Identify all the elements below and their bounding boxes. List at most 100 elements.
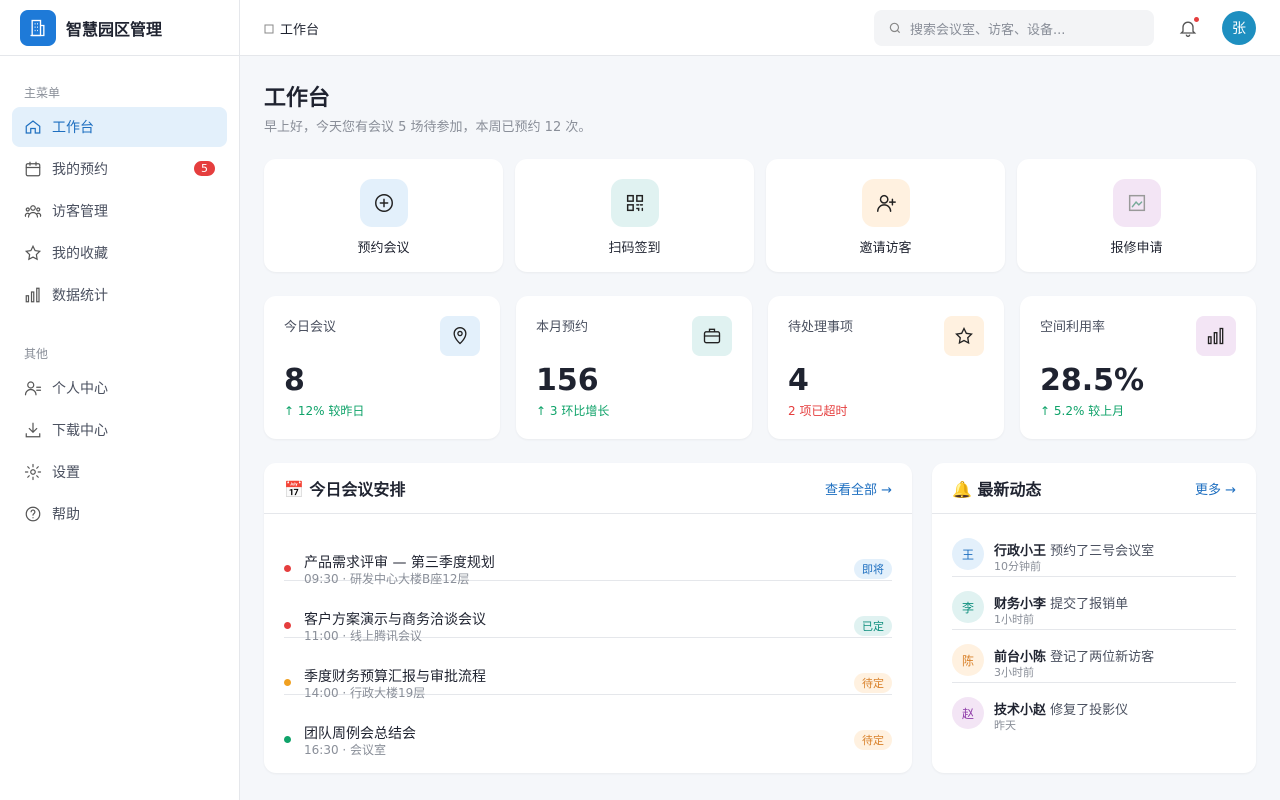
stat-card: 待处理事项 4 2 项已超时 — [768, 296, 1004, 439]
activity-name: 前台小陈 — [994, 650, 1047, 665]
schedule-title: 客户方案演示与商务洽谈会议 — [304, 612, 486, 628]
nav-item[interactable]: 下载中心 — [12, 410, 227, 450]
status-dot — [284, 736, 291, 743]
panel-header: 📅 今日会议安排 查看全部 → — [264, 463, 912, 514]
search-box[interactable]: 搜索会议室、访客、设备... — [874, 10, 1154, 46]
topbar: 工作台 搜索会议室、访客、设备... 张 — [240, 0, 1280, 56]
quick-action-icon — [1112, 179, 1161, 227]
quick-action-label: 报修申请 — [1110, 241, 1163, 256]
brand-name: 智慧园区管理 — [66, 19, 163, 39]
notification-bell[interactable] — [1178, 18, 1198, 38]
nav-item[interactable]: 我的预约 5 — [12, 149, 227, 189]
quick-action[interactable]: 扫码签到 — [515, 159, 754, 272]
user-avatar[interactable]: 张 — [1222, 11, 1256, 45]
nav-item[interactable]: 访客管理 — [12, 191, 227, 231]
page-title: 工作台 — [264, 86, 331, 111]
stats: 今日会议 8 ↑ 12% 较昨日 本月预约 156 ↑ 3 环比增长 待处理事项 4 2 项已超… — [264, 296, 1256, 439]
stat-value: 28.5% — [1040, 363, 1145, 398]
activity-item: 陈前台小陈 登记了两位新访客 3小时前 — [952, 630, 1236, 683]
nav-label: 帮助 — [52, 507, 80, 523]
breadcrumb: 工作台 — [264, 19, 319, 38]
activity-item: 王行政小王 预约了三号会议室 10分钟前 — [952, 524, 1236, 577]
stat-icon — [440, 316, 480, 356]
nav-label: 数据统计 — [52, 288, 108, 304]
nav-item[interactable]: 数据统计 — [12, 275, 227, 315]
nav-label: 下载中心 — [52, 423, 108, 439]
nav-item[interactable]: 个人中心 — [12, 368, 227, 408]
stat-icon — [944, 316, 984, 356]
schedule-meta: 16:30 · 会议室 — [304, 743, 387, 757]
stat-delta: ↑ 3 环比增长 — [536, 404, 610, 418]
schedule-item[interactable]: 产品需求评审 — 第三季度规划 09:30 · 研发中心大楼B座12层 即将 — [284, 524, 892, 586]
activity-text: 技术小赵 修复了投影仪 — [994, 699, 1128, 718]
activity-item: 赵技术小赵 修复了投影仪 昨天 — [952, 683, 1236, 736]
stat-icon — [1196, 316, 1236, 356]
schedule-title: 季度财务预算汇报与审批流程 — [304, 669, 486, 685]
stat-card: 今日会议 8 ↑ 12% 较昨日 — [264, 296, 500, 439]
stat-card: 空间利用率 28.5% ↑ 5.2% 较上月 — [1020, 296, 1256, 439]
schedule-list: 产品需求评审 — 第三季度规划 09:30 · 研发中心大楼B座12层 即将 客户方案… — [264, 524, 912, 757]
stat-label: 待处理事项 — [788, 320, 854, 335]
stat-delta: ↑ 12% 较昨日 — [284, 404, 365, 418]
nav-label: 个人中心 — [52, 381, 108, 397]
sidebar: 智慧园区管理 主菜单 工作台 我的预约 5 访客管理 我的收藏 数据统计 其他 个人中心 下载中心… — [0, 0, 240, 800]
stat-delta: 2 项已超时 — [788, 404, 848, 418]
status-dot — [284, 565, 291, 572]
schedule-tag: 即将 — [854, 559, 892, 579]
activity-time: 3小时前 — [994, 666, 1034, 679]
quick-action-icon — [861, 179, 910, 227]
activity-action: 登记了两位新访客 — [1050, 650, 1155, 665]
activity-text: 前台小陈 登记了两位新访客 — [994, 646, 1154, 665]
activity-time: 昨天 — [994, 719, 1016, 732]
panel-title: 📅 今日会议安排 — [284, 480, 406, 499]
schedule-item[interactable]: 客户方案演示与商务洽谈会议 11:00 · 线上腾讯会议 已定 — [284, 581, 892, 643]
quick-action[interactable]: 报修申请 — [1017, 159, 1256, 272]
schedule-meta: 09:30 · 研发中心大楼B座12层 — [304, 572, 470, 586]
activity-action: 修复了投影仪 — [1050, 703, 1129, 718]
nav-item[interactable]: 我的收藏 — [12, 233, 227, 273]
nav: 主菜单 工作台 我的预约 5 访客管理 我的收藏 数据统计 其他 个人中心 下载中心 设置 帮助 — [0, 56, 239, 534]
stat-value: 8 — [284, 363, 305, 398]
nav-label: 我的收藏 — [52, 246, 108, 262]
quick-action-label: 邀请访客 — [859, 241, 912, 256]
quick-actions: 预约会议 扫码签到 邀请访客 报修申请 — [264, 159, 1256, 272]
stat-value: 156 — [536, 363, 599, 398]
panel-header: 🔔 最新动态 更多 → — [932, 463, 1256, 514]
activity-avatar: 王 — [952, 538, 984, 570]
nav-item[interactable]: 帮助 — [12, 494, 227, 534]
activity-text: 行政小王 预约了三号会议室 — [994, 540, 1154, 559]
panel-link[interactable]: 查看全部 → — [824, 482, 892, 498]
nav-label: 访客管理 — [52, 204, 108, 220]
quick-action-label: 预约会议 — [357, 241, 410, 256]
schedule-item[interactable]: 季度财务预算汇报与审批流程 14:00 · 行政大楼19层 待定 — [284, 638, 892, 700]
quick-action[interactable]: 预约会议 — [264, 159, 503, 272]
schedule-tag: 待定 — [854, 730, 892, 750]
panel-link[interactable]: 更多 → — [1194, 482, 1236, 498]
activity-avatar: 陈 — [952, 644, 984, 676]
schedule-tag: 待定 — [854, 673, 892, 693]
activity-avatar: 赵 — [952, 697, 984, 729]
quick-action-icon — [359, 179, 408, 227]
panels: 📅 今日会议安排 查看全部 → 产品需求评审 — 第三季度规划 09:30 · 研发… — [264, 463, 1256, 773]
stat-card: 本月预约 156 ↑ 3 环比增长 — [516, 296, 752, 439]
notification-dot — [1194, 17, 1199, 22]
activity-name: 财务小李 — [994, 597, 1047, 612]
activity-action: 预约了三号会议室 — [1050, 544, 1155, 559]
schedule-meta: 11:00 · 线上腾讯会议 — [304, 629, 423, 643]
nav-badge: 5 — [194, 161, 215, 176]
stat-value: 4 — [788, 363, 809, 398]
nav-item[interactable]: 设置 — [12, 452, 227, 492]
schedule-item[interactable]: 团队周例会总结会 16:30 · 会议室 待定 — [284, 695, 892, 757]
nav-item[interactable]: 工作台 — [12, 107, 227, 147]
nav-section-title: 其他 — [24, 347, 49, 361]
quick-action[interactable]: 邀请访客 — [766, 159, 1005, 272]
status-dot — [284, 679, 291, 686]
schedule-title: 团队周例会总结会 — [304, 726, 416, 742]
brand[interactable]: 智慧园区管理 — [0, 0, 239, 56]
schedule-title: 产品需求评审 — 第三季度规划 — [304, 555, 495, 571]
activity-list: 王行政小王 预约了三号会议室 10分钟前李财务小李 提交了报销单 1小时前陈前台小陈… — [932, 524, 1256, 736]
quick-action-icon — [610, 179, 659, 227]
schedule-tag: 已定 — [854, 616, 892, 636]
activity-item: 李财务小李 提交了报销单 1小时前 — [952, 577, 1236, 630]
